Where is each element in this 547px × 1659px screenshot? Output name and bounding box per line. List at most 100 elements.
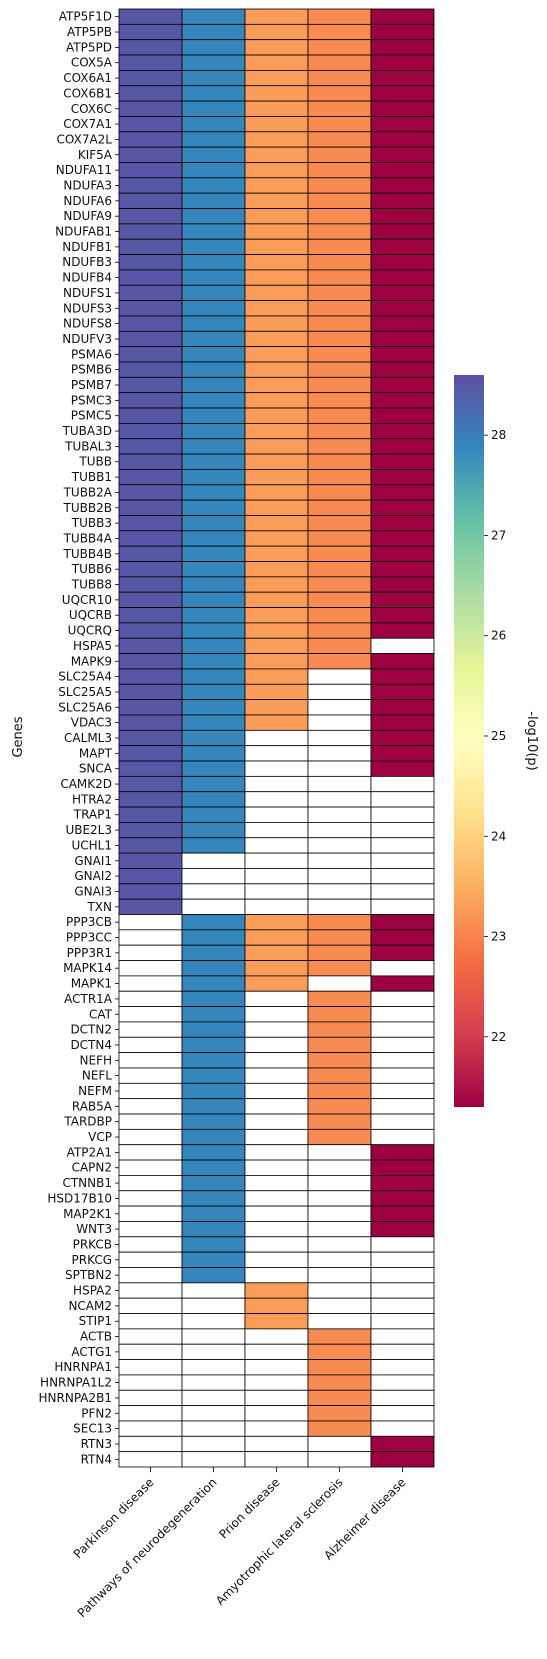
heatmap-cell <box>118 131 183 148</box>
heatmap-cell <box>307 1313 372 1330</box>
gene-label: NDUFAB1 <box>55 225 112 239</box>
gene-label: DCTN2 <box>70 1023 112 1037</box>
heatmap-cell <box>370 8 435 25</box>
heatmap-cell <box>307 622 372 639</box>
heatmap-cell <box>181 469 246 486</box>
heatmap-cell <box>181 1190 246 1207</box>
heatmap-cell <box>181 1036 246 1054</box>
heatmap-cell <box>181 1313 246 1330</box>
heatmap-cell <box>307 361 372 378</box>
gene-label: ACTB <box>80 1330 112 1344</box>
heatmap-cell <box>370 1021 435 1038</box>
heatmap-cell <box>244 990 309 1007</box>
heatmap-cell <box>181 484 246 501</box>
heatmap-cell <box>181 269 246 286</box>
gene-label: HSPA2 <box>73 1284 112 1298</box>
heatmap-cell <box>181 1236 246 1253</box>
gene-label: GNAI2 <box>74 869 112 883</box>
gene-label: UQCRB <box>69 608 112 622</box>
gene-label: UQCRQ <box>68 624 112 638</box>
heatmap-cell <box>181 254 246 271</box>
gene-label: CALML3 <box>64 731 112 745</box>
heatmap-cell <box>307 1405 372 1422</box>
heatmap-cell <box>244 392 309 409</box>
heatmap-cell <box>244 591 309 608</box>
heatmap-cell <box>370 1221 435 1238</box>
gene-label: NCAM2 <box>68 1299 112 1313</box>
gene-label: NDUFB4 <box>62 271 112 285</box>
heatmap-cell <box>118 745 183 762</box>
gene-label: NDUFS8 <box>63 317 112 331</box>
heatmap-cell <box>118 1190 183 1207</box>
heatmap-cell <box>370 1159 435 1176</box>
heatmap-cell <box>307 729 372 747</box>
heatmap-cell <box>244 530 309 547</box>
heatmap-cell <box>370 23 435 41</box>
heatmap-cell <box>181 653 246 670</box>
gene-label: NDUFA9 <box>63 209 112 223</box>
heatmap-cell <box>307 1067 372 1084</box>
heatmap-cell <box>307 315 372 332</box>
heatmap-cell <box>118 1067 183 1084</box>
heatmap-cell <box>244 1221 309 1238</box>
gene-label: SLC25A5 <box>58 685 112 699</box>
heatmap-cell <box>370 868 435 885</box>
heatmap-cell <box>181 1159 246 1176</box>
heatmap-cell <box>181 545 246 562</box>
heatmap-cell <box>244 1052 309 1069</box>
heatmap-cell <box>181 607 246 624</box>
gene-label: NDUFS1 <box>63 286 112 300</box>
heatmap-cell <box>307 300 372 317</box>
pathway-label: Amyotrophic lateral sclerosis <box>213 1475 346 1608</box>
colorbar-tick-label: 22 <box>491 1030 506 1044</box>
heatmap-cell <box>118 914 183 931</box>
heatmap-cell <box>244 39 309 56</box>
gene-label: TUBB1 <box>71 470 112 484</box>
heatmap-cell <box>181 576 246 593</box>
heatmap-cell <box>370 714 435 731</box>
heatmap-cell <box>244 1251 309 1268</box>
heatmap-cell <box>118 668 183 685</box>
heatmap-cell <box>244 254 309 271</box>
heatmap-cell <box>370 1374 435 1391</box>
heatmap-cell <box>181 1251 246 1268</box>
heatmap-cell <box>118 392 183 409</box>
heatmap-cell <box>181 1082 246 1100</box>
heatmap-cell <box>244 898 309 915</box>
heatmap-cell <box>307 162 372 179</box>
heatmap-cell <box>307 1036 372 1054</box>
heatmap-cell <box>307 54 372 71</box>
gene-label: COX6C <box>71 102 112 116</box>
heatmap-cell <box>118 146 183 163</box>
gene-label: UQCR10 <box>62 593 112 607</box>
heatmap-cell <box>118 1221 183 1238</box>
heatmap-cell <box>307 1082 372 1100</box>
heatmap-cell <box>118 1405 183 1422</box>
gene-label: ATP5F1D <box>59 10 112 24</box>
heatmap-cell <box>370 146 435 163</box>
heatmap-cell <box>118 1297 183 1314</box>
gene-label: HNRNPA1L2 <box>40 1376 112 1390</box>
gene-label: CAPN2 <box>72 1161 112 1175</box>
heatmap-cell <box>118 8 183 25</box>
heatmap-cell <box>244 868 309 885</box>
heatmap-cell <box>118 1313 183 1330</box>
heatmap-cell <box>370 315 435 332</box>
heatmap-cell <box>307 914 372 931</box>
heatmap-cell <box>307 131 372 148</box>
heatmap-cell <box>370 1036 435 1054</box>
heatmap-cell <box>307 868 372 885</box>
heatmap-cell <box>244 116 309 133</box>
heatmap-cell <box>181 1343 246 1360</box>
heatmap-cell <box>181 1374 246 1391</box>
heatmap-cell <box>244 54 309 71</box>
heatmap-cell <box>244 469 309 486</box>
heatmap-cell <box>244 883 309 900</box>
heatmap-cell <box>307 1282 372 1299</box>
heatmap-cell <box>370 376 435 394</box>
colorbar-tick-label: 25 <box>491 729 506 743</box>
gene-label: KIF5A <box>78 148 113 162</box>
heatmap-cell <box>307 576 372 593</box>
colorbar-tick-label: 24 <box>491 829 506 843</box>
